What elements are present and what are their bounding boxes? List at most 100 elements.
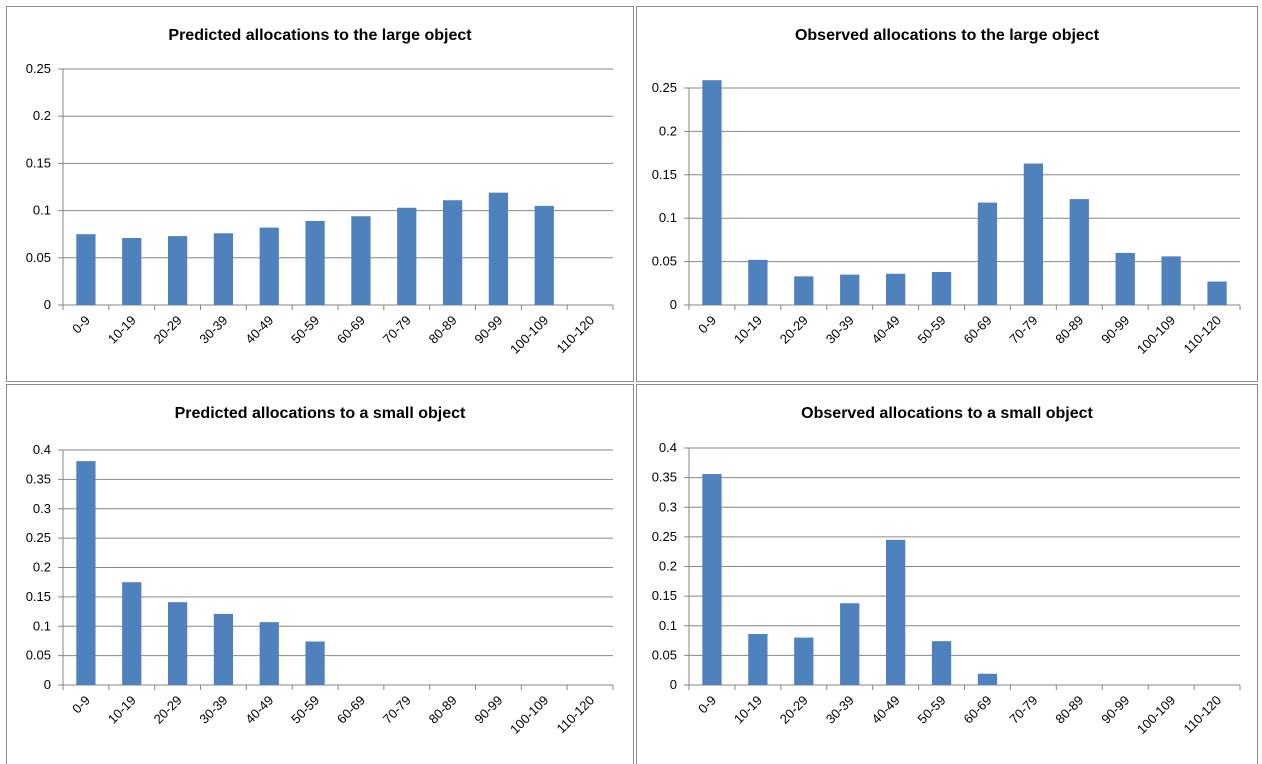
x-tick-label: 20-29: [777, 693, 811, 727]
bar-90-99: [1115, 252, 1135, 305]
chart-panel-observed-small: Observed allocations to a small object 0…: [636, 384, 1258, 764]
y-tick-label: 0.15: [652, 167, 677, 182]
y-tick-label: 0.25: [652, 80, 677, 95]
x-tick-label: 10-19: [731, 693, 765, 727]
bar-chart-predicted-large: 0 0.05 0.1 0.15 0.2 0.25 0-9 10-19 20-29 30-39 40-…: [26, 61, 614, 357]
x-tick-label: 50-59: [915, 313, 949, 347]
y-tick-label: 0.2: [659, 559, 677, 574]
y-tick-label: 0.05: [26, 648, 51, 663]
y-tick-label: 0.25: [26, 530, 51, 545]
bar-40-49: [259, 622, 279, 685]
bar-30-39: [840, 274, 860, 305]
bar-50-59: [931, 641, 952, 685]
bar-0-9: [76, 461, 96, 685]
y-tick-label: 0.15: [652, 588, 677, 603]
chart-panel-predicted-small: Predicted allocations to a small object …: [6, 384, 634, 764]
x-tick-label: 20-29: [151, 693, 185, 727]
bar-50-59: [305, 641, 325, 685]
bar-chart-predicted-small: 0 0.05 0.1 0.15 0.2 0.25 0.3 0.35 0.4 0-9 10-19 20-…: [26, 442, 614, 737]
x-tick-label: 60-69: [960, 313, 994, 347]
y-tick-label: 0: [670, 677, 677, 692]
bar-20-29: [167, 236, 188, 305]
chart-title: Observed allocations to a small object: [801, 405, 1093, 422]
x-tick-label: 20-29: [151, 313, 185, 347]
x-tick-label: 30-39: [823, 313, 857, 347]
bar-10-19: [122, 237, 142, 305]
x-tick-label: 20-29: [777, 313, 811, 347]
y-tick-label: 0.1: [33, 203, 51, 218]
x-tick-label: 0-9: [69, 693, 93, 717]
y-tick-label: 0: [44, 297, 51, 312]
y-tick-label: 0.4: [659, 440, 677, 455]
x-tick-label: 110-120: [554, 693, 598, 737]
x-tick-label: 100-109: [1134, 313, 1178, 357]
x-tick-label: 40-49: [869, 313, 903, 347]
x-tick-label: 10-19: [105, 693, 139, 727]
x-tick-label: 90-99: [471, 693, 505, 727]
bar-20-29: [794, 276, 814, 305]
bar-80-89: [1069, 199, 1089, 305]
x-tick-label: 0-9: [695, 313, 719, 337]
x-tick-label: 80-89: [1052, 313, 1086, 347]
x-tick-label: 110-120: [554, 313, 598, 357]
bar-110-120: [1207, 281, 1227, 305]
y-tick-label: 0.2: [33, 560, 51, 575]
y-tick-label: 0.1: [659, 618, 677, 633]
y-tick-label: 0.1: [33, 618, 51, 633]
y-tick-label: 0.35: [26, 471, 51, 486]
chart-title: Observed allocations to the large object: [794, 27, 1100, 44]
y-tick-label: 0.4: [33, 442, 51, 457]
bar-60-69: [977, 202, 998, 305]
x-tick-label: 100-109: [1134, 693, 1178, 737]
bar-40-49: [885, 539, 906, 685]
x-tick-label: 10-19: [105, 313, 139, 347]
x-tick-label: 70-79: [380, 693, 414, 727]
x-tick-label: 60-69: [334, 693, 368, 727]
chart-title: Predicted allocations to the large objec…: [168, 27, 472, 44]
x-tick-label: 50-59: [288, 313, 322, 347]
bar-100-109: [1161, 256, 1181, 305]
bar-30-39: [840, 603, 860, 685]
y-tick-label: 0.2: [659, 123, 677, 138]
bar-90-99: [488, 192, 509, 305]
y-tick-label: 0.2: [33, 108, 51, 123]
x-tick-label: 70-79: [1006, 313, 1040, 347]
y-tick-label: 0.3: [33, 501, 51, 516]
bar-chart-observed-large: 0 0.05 0.1 0.15 0.2 0.25 0-9 10-19 20-29 30-39 40-…: [652, 80, 1241, 357]
bar-20-29: [167, 602, 188, 685]
y-tick-label: 0.15: [26, 589, 51, 604]
x-tick-label: 50-59: [915, 693, 949, 727]
x-tick-label: 70-79: [1006, 693, 1040, 727]
x-tick-label: 60-69: [334, 313, 368, 347]
x-tick-label: 80-89: [426, 313, 460, 347]
bar-10-19: [748, 259, 768, 305]
x-tick-label: 50-59: [288, 693, 322, 727]
bar-0-9: [76, 234, 96, 305]
x-tick-label: 100-109: [507, 693, 551, 737]
x-tick-label: 90-99: [471, 313, 505, 347]
bar-30-39: [213, 233, 234, 305]
bar-60-69: [351, 216, 371, 305]
x-tick-label: 0-9: [695, 693, 719, 717]
y-tick-label: 0.25: [26, 61, 51, 76]
bar-80-89: [442, 200, 463, 305]
x-tick-label: 40-49: [242, 313, 276, 347]
y-tick-label: 0.15: [26, 155, 51, 170]
y-tick-label: 0.35: [652, 470, 677, 485]
y-tick-label: 0.05: [652, 254, 677, 269]
x-tick-label: 80-89: [1052, 693, 1086, 727]
x-tick-label: 60-69: [960, 693, 994, 727]
bar-20-29: [794, 637, 814, 685]
bar-100-109: [534, 205, 554, 305]
chart-panel-observed-large: Observed allocations to the large object…: [636, 6, 1258, 382]
bar-50-59: [305, 220, 325, 305]
bar-70-79: [397, 207, 417, 305]
bar-0-9: [702, 80, 722, 305]
x-tick-label: 70-79: [380, 313, 414, 347]
y-tick-label: 0: [670, 297, 677, 312]
y-tick-label: 0.25: [652, 529, 677, 544]
x-tick-label: 110-120: [1180, 313, 1224, 357]
bar-30-39: [213, 613, 234, 685]
x-tick-label: 40-49: [242, 693, 276, 727]
x-tick-label: 30-39: [823, 693, 857, 727]
